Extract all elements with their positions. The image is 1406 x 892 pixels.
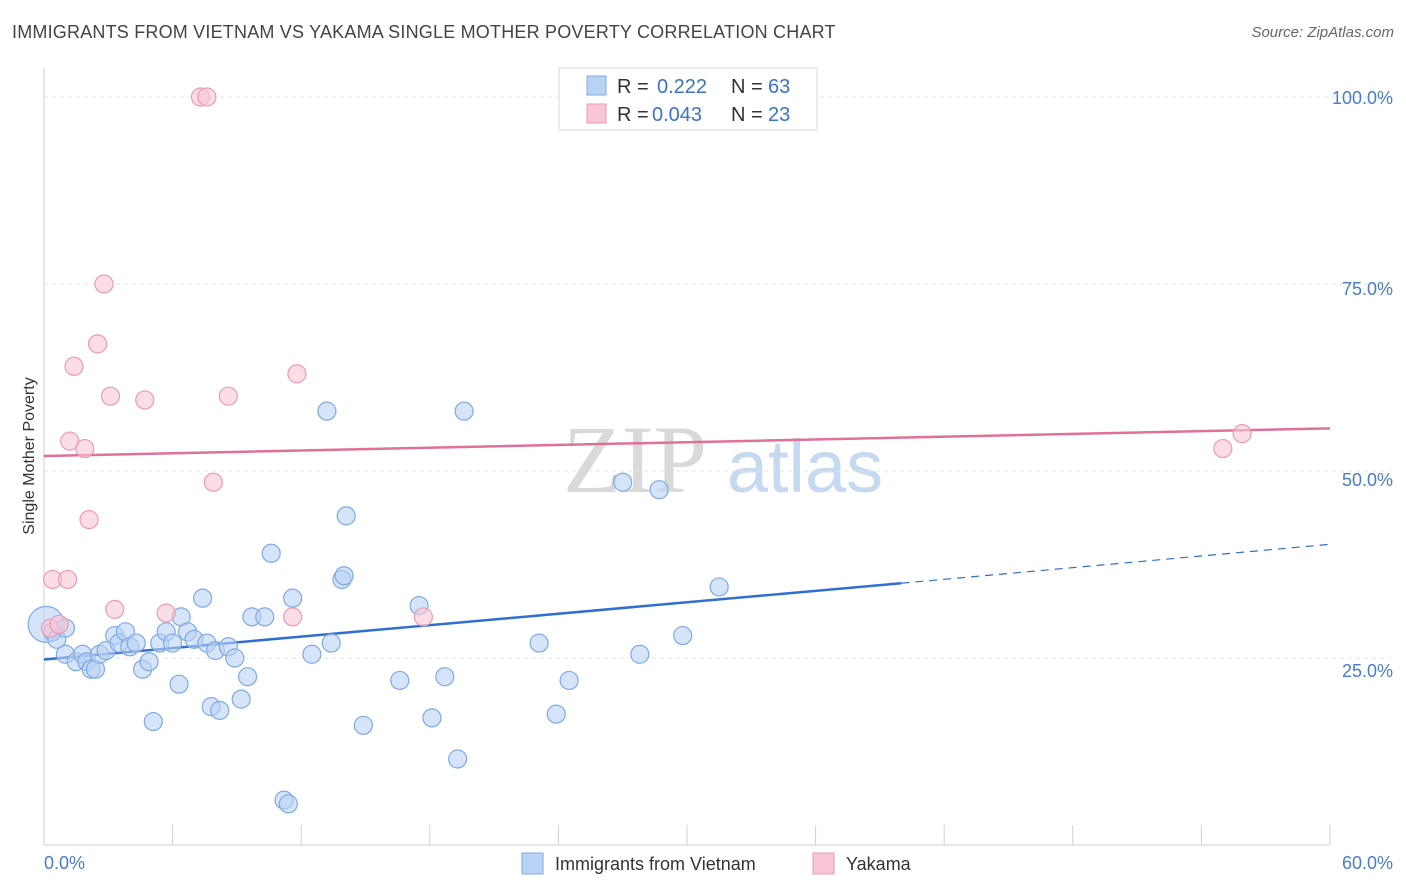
yakama-point-3 [57,569,78,590]
axes [43,68,1331,846]
trend-line-vietnam-extension [901,543,1331,584]
yakama-point-18 [283,607,303,627]
series-legend-swatch-pink [812,852,835,875]
yakama-point-2 [49,614,69,634]
yakama-point-15 [197,87,217,107]
vietnam-point-40 [278,794,298,814]
yakama-point-19 [287,364,307,384]
series-legend-label-pink: Yakama [846,854,912,874]
yakama-point-16 [203,472,223,492]
series-legend: Immigrants from Vietnam Yakama [521,852,912,875]
legend-r-value-blue: 0.222 [657,76,707,98]
vietnam-point-19 [143,711,163,732]
vietnam-point-58 [613,472,633,492]
vietnam-point-37 [255,607,275,627]
vietnam-point-44 [321,633,341,653]
y-axis-label: Single Mother Poverty [21,377,38,534]
vietnam-point-18 [139,652,159,672]
legend-r-label-blue: R = [617,76,649,98]
vietnam-point-60 [649,480,669,500]
vietnam-point-54 [454,401,474,421]
vietnam-point-33 [225,648,245,668]
legend-n-value-blue: 63 [768,76,790,98]
chart-title: IMMIGRANTS FROM VIETNAM VS YAKAMA SINGLE… [12,22,836,42]
vietnam-point-41 [283,588,303,608]
yakama-point-13 [156,603,176,623]
yakama-point-20 [413,607,433,627]
yakama-point-6 [75,438,95,459]
legend-n-label-pink: N = [731,104,763,126]
yakama-point-9 [94,274,114,294]
vietnam-point-62 [709,577,729,597]
watermark-zip: ZIP [563,406,707,513]
vietnam-point-43 [317,401,337,421]
gridlines [44,96,1390,659]
yakama-point-10 [100,386,121,406]
legend-r-value-pink: 0.043 [652,104,702,126]
x-tick-label-min: 0.0% [44,853,85,873]
vietnam-point-35 [238,667,258,687]
series-legend-label-blue: Immigrants from Vietnam [555,854,756,874]
vietnam-point-49 [390,670,410,691]
legend-n-label-blue: N = [731,76,763,98]
vietnam-point-51 [422,708,442,728]
yakama-point-5 [64,356,84,376]
vietnam-point-59 [630,644,650,664]
vietnam-point-52 [435,667,455,687]
vietnam-point-23 [169,674,189,694]
vietnam-point-55 [529,633,549,653]
yakama-point-8 [87,334,108,354]
y-tick-label-75: 75.0% [1342,279,1393,299]
y-tick-label-50: 50.0% [1342,470,1393,490]
trend-lines [43,427,1331,661]
yakama-point-12 [135,390,155,410]
y-tick-label-100: 100.0% [1332,88,1393,108]
vietnam-point-47 [336,506,356,526]
vietnam-point-22 [163,633,183,653]
trend-line-vietnam [43,581,902,661]
vietnam-point-46 [334,566,354,586]
yakama-point-22 [1232,424,1252,444]
vietnam-point-61 [673,625,693,646]
vietnam-point-42 [302,644,322,664]
vietnam-point-48 [353,715,373,735]
vietnam-point-27 [193,588,213,608]
series-legend-swatch-blue [521,852,544,875]
y-tick-label-25: 25.0% [1342,661,1393,681]
trend-line-yakama [43,427,1331,458]
legend-r-label-pink: R = [617,104,649,126]
legend-swatch-pink [586,103,607,124]
x-tick-label-max: 60.0% [1342,853,1393,873]
legend-n-value-pink: 23 [768,104,790,126]
data-points [27,87,1252,814]
yakama-point-21 [1213,438,1233,459]
yakama-point-7 [79,510,99,530]
stats-legend: R = 0.222 N = 63 R = 0.043 N = 23 [558,67,818,131]
vietnam-point-16 [126,633,146,653]
vietnam-point-53 [448,749,468,769]
legend-swatch-blue [586,75,607,96]
yakama-point-17 [218,386,238,406]
vietnam-point-56 [546,704,566,724]
vietnam-point-31 [210,700,230,720]
yakama-point-11 [105,599,125,619]
source-label: Source: ZipAtlas.com [1251,24,1394,41]
vietnam-point-38 [261,543,281,563]
vietnam-point-34 [231,689,251,709]
vietnam-point-57 [559,670,579,691]
